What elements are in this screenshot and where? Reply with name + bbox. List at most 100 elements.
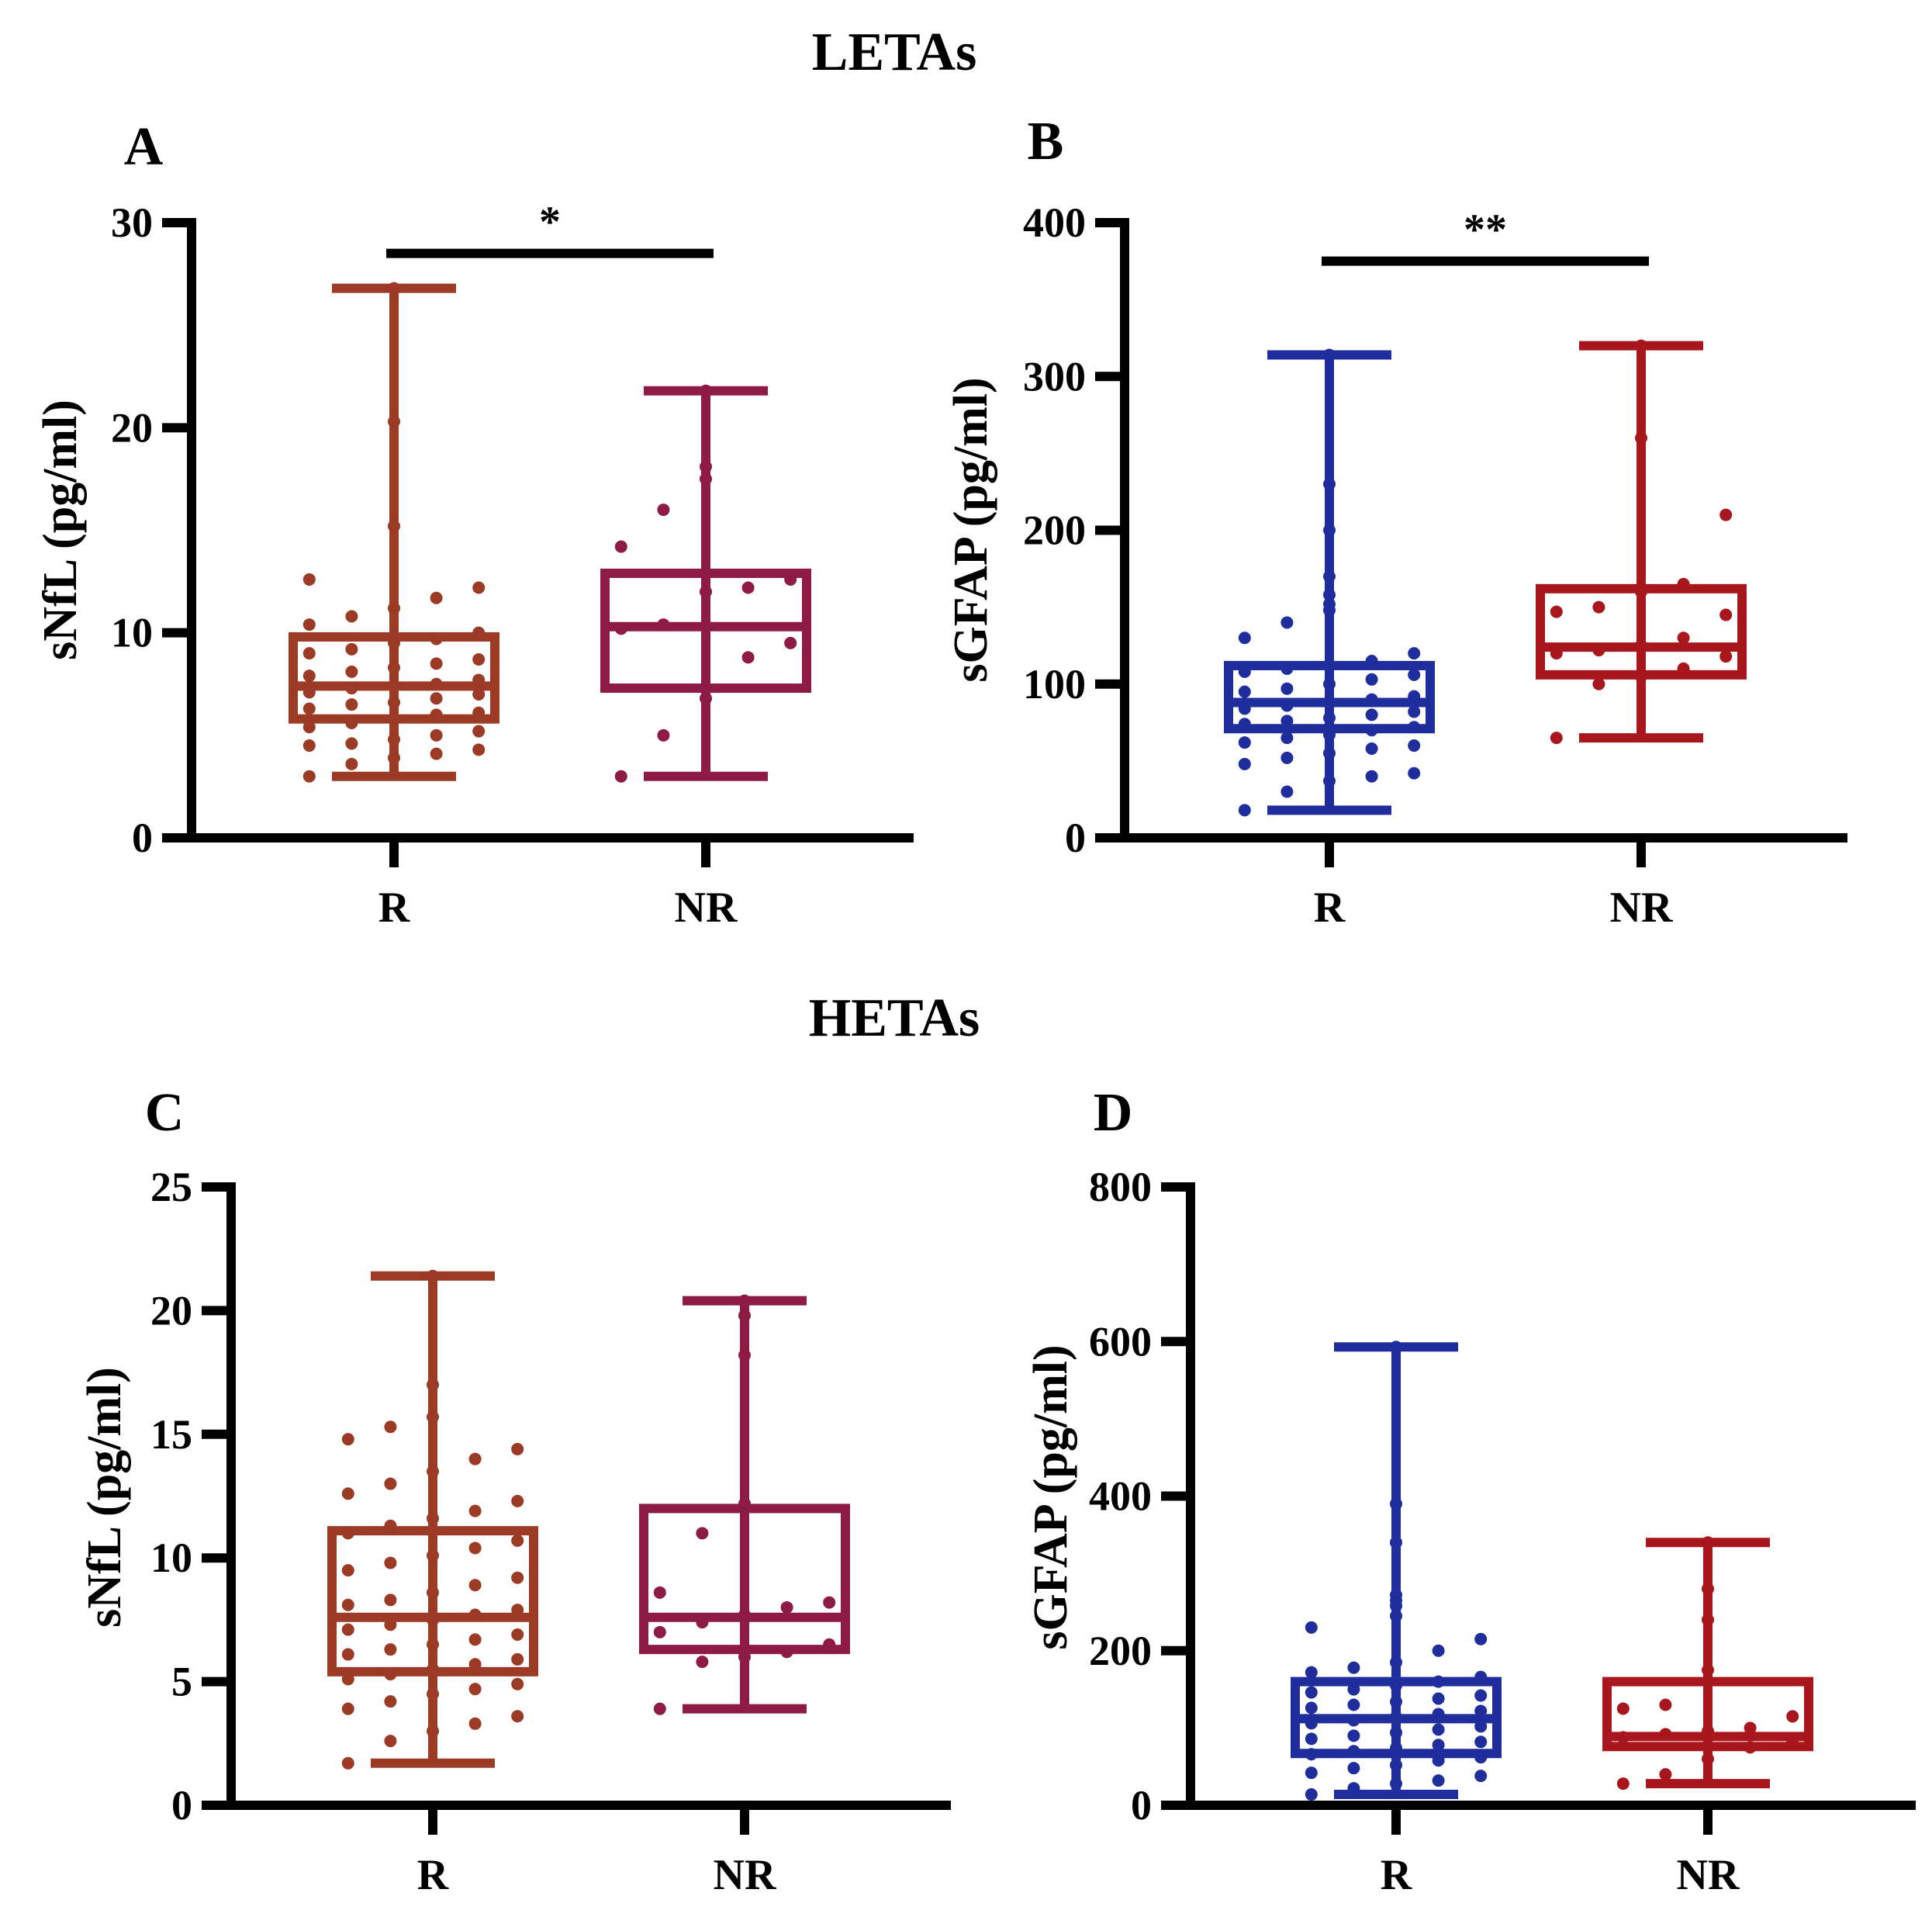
data-point (468, 1579, 482, 1592)
data-point (302, 573, 316, 586)
data-point (472, 653, 486, 666)
y-tick-label-a: 30 (111, 199, 153, 246)
data-point (1347, 1698, 1360, 1711)
data-point (511, 1628, 524, 1642)
data-point (657, 618, 670, 631)
data-point (1281, 732, 1294, 745)
data-point (430, 747, 443, 760)
data-point (1238, 702, 1251, 715)
data-point (341, 1433, 354, 1446)
box-c-r (327, 1269, 538, 1770)
x-tick-label-b: NR (1610, 884, 1673, 932)
data-point (430, 657, 443, 670)
data-point (1408, 690, 1421, 703)
data-point (738, 1497, 751, 1510)
data-point (700, 585, 712, 598)
data-point (1305, 1621, 1318, 1634)
data-point (1323, 677, 1336, 690)
data-point (696, 1527, 709, 1540)
data-point (1635, 585, 1647, 598)
data-point (1305, 1666, 1318, 1679)
data-point (388, 601, 400, 614)
data-point (1323, 478, 1336, 491)
data-point (738, 1650, 751, 1663)
data-point (427, 1638, 439, 1651)
data-point (1390, 1536, 1402, 1549)
data-point (1323, 569, 1336, 583)
box-a-r (289, 282, 499, 783)
data-point (388, 712, 400, 725)
data-point (738, 1294, 751, 1307)
data-point (1238, 665, 1251, 678)
data-point (1305, 1788, 1318, 1801)
data-point (427, 1379, 439, 1392)
data-point (1238, 631, 1251, 645)
data-point (1365, 724, 1378, 737)
box-b-nr (1536, 339, 1747, 745)
data-point (511, 1494, 524, 1507)
data-point (1238, 757, 1251, 770)
data-point (653, 1702, 666, 1715)
y-tick-label-c: 0 (171, 1782, 192, 1829)
data-point (1390, 1759, 1402, 1772)
data-point (1635, 339, 1647, 352)
data-point (1592, 644, 1605, 657)
y-tick-label-d: 0 (1131, 1782, 1152, 1829)
data-point (388, 415, 400, 428)
data-point (302, 618, 316, 631)
panel-letter-c: C (145, 1083, 185, 1143)
data-point (430, 632, 443, 645)
y-tick-label-a: 0 (132, 815, 153, 861)
data-point (784, 573, 797, 586)
data-point (1702, 1583, 1714, 1596)
data-point (1323, 774, 1336, 787)
data-point (1474, 1689, 1488, 1702)
data-point (427, 1663, 439, 1676)
data-point (341, 1527, 354, 1540)
data-point (1323, 728, 1336, 742)
data-point (1719, 608, 1733, 621)
data-point (468, 1633, 482, 1646)
data-point (511, 1442, 524, 1455)
data-point (468, 1683, 482, 1696)
data-point (1702, 1725, 1714, 1738)
data-point (1390, 1742, 1402, 1755)
data-point (388, 733, 400, 746)
y-tick-label-d: 200 (1089, 1628, 1152, 1674)
data-point (388, 661, 400, 674)
data-point (1659, 1768, 1672, 1781)
data-point (472, 687, 486, 701)
data-point (1365, 742, 1378, 756)
data-point (1305, 1701, 1318, 1715)
data-point (1305, 1717, 1318, 1730)
data-point (1432, 1739, 1445, 1752)
data-point (1323, 348, 1336, 362)
data-point (468, 1452, 482, 1465)
data-point (1702, 1613, 1714, 1626)
data-point (1616, 1731, 1630, 1744)
x-tick-label-c: NR (714, 1851, 776, 1899)
data-point (653, 1586, 666, 1599)
data-point (1347, 1782, 1360, 1795)
data-point (427, 1687, 439, 1701)
y-axis-label-a: sNfL (pg/ml) (34, 400, 87, 660)
data-point (700, 692, 712, 705)
data-point (1474, 1670, 1488, 1683)
data-point (345, 642, 358, 656)
x-tick-label-d: NR (1677, 1851, 1740, 1899)
data-point (302, 702, 316, 715)
data-point (1659, 1698, 1672, 1711)
data-point (1408, 739, 1421, 753)
data-point (1323, 524, 1336, 537)
data-point (1305, 1748, 1318, 1761)
data-point (384, 1735, 397, 1748)
data-point (302, 647, 316, 660)
data-point (738, 1309, 751, 1322)
data-point (1474, 1751, 1488, 1764)
data-point (657, 728, 670, 742)
data-point (1702, 1663, 1714, 1676)
data-point (1365, 770, 1378, 783)
data-point (430, 591, 443, 604)
